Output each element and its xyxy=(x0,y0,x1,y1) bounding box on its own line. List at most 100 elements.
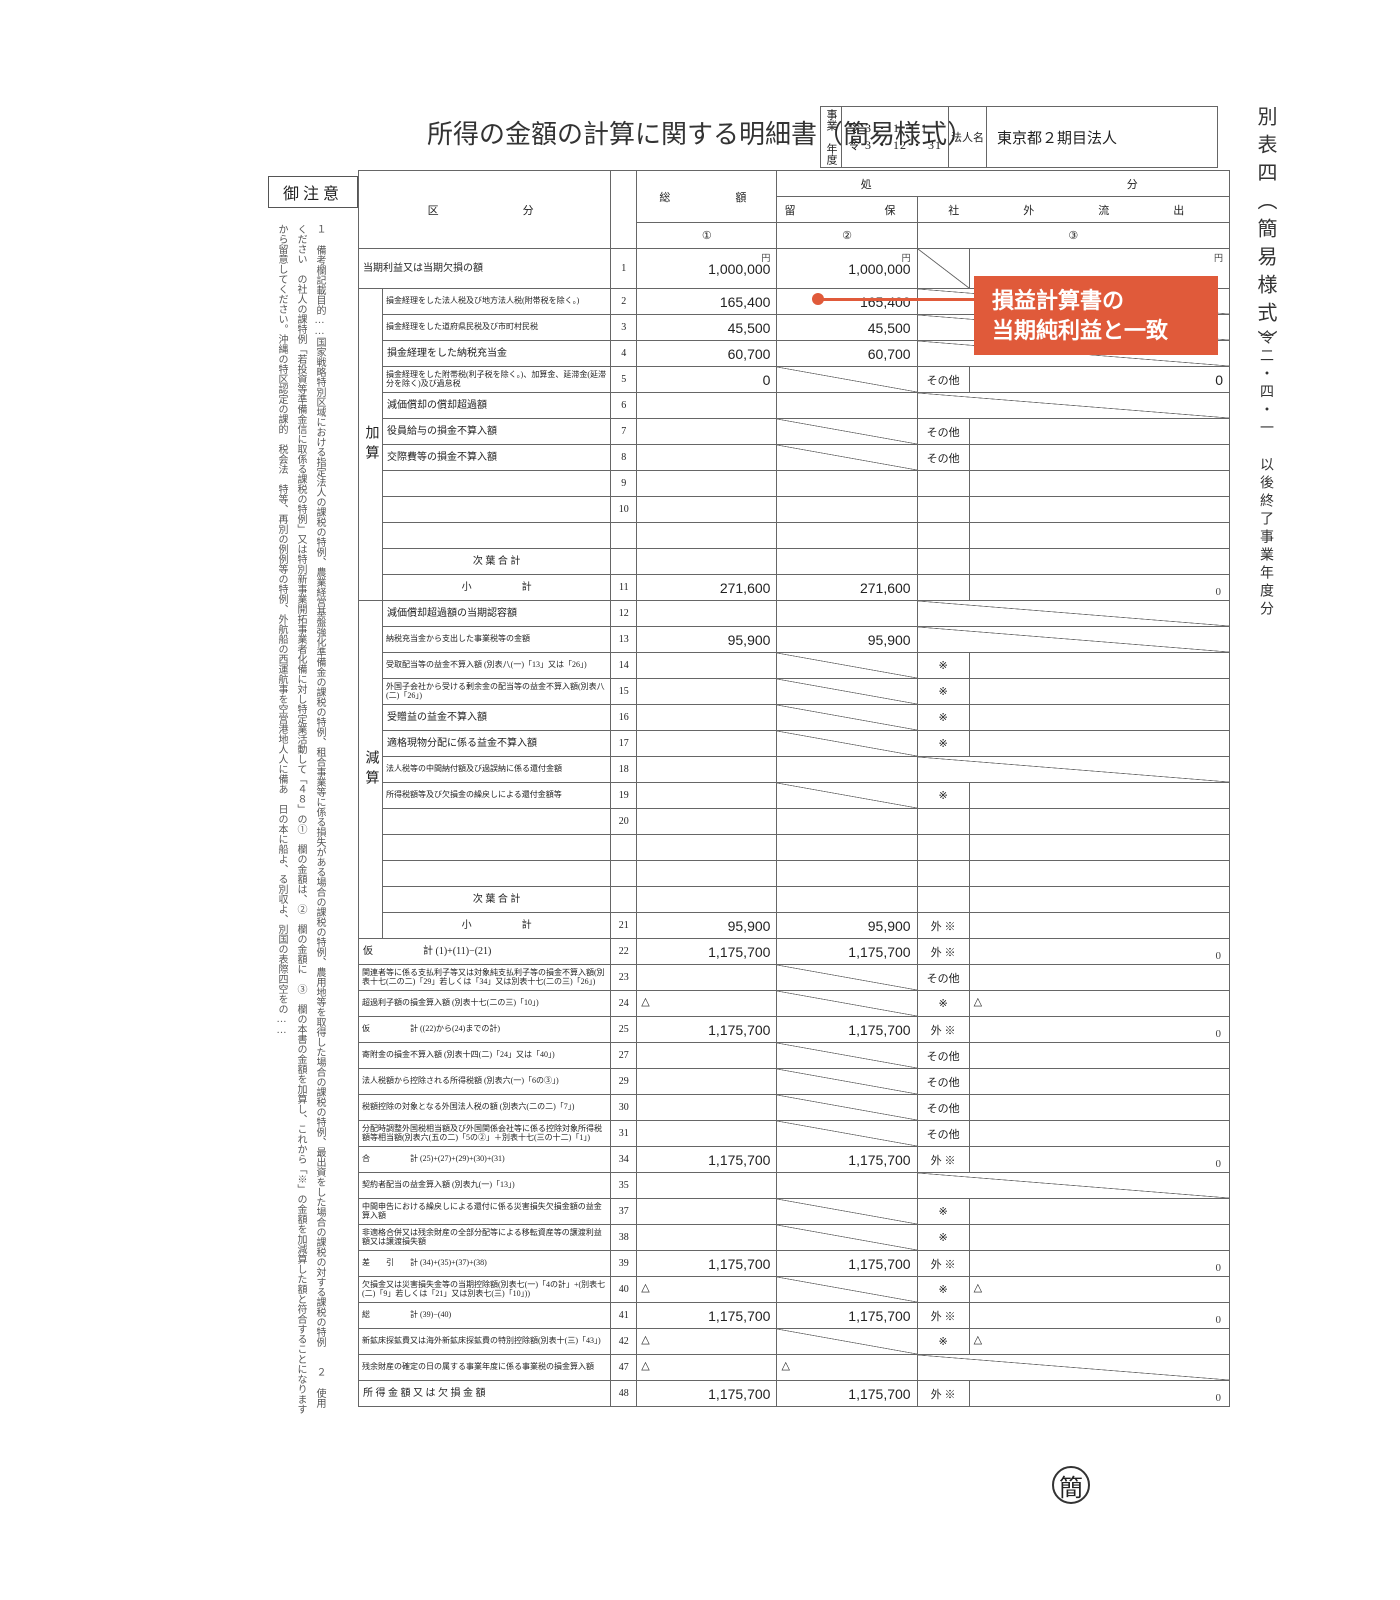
r41-desc: 総 計 (39)−(40) xyxy=(359,1303,611,1329)
r23-desc: 関連者等に係る支払利子等又は対象純支払利子等の損金不算入額(別表十七(二の二)「… xyxy=(359,965,611,991)
r34-m: 外 ※ xyxy=(917,1147,969,1173)
r39-m: 外 ※ xyxy=(917,1251,969,1277)
r4-a: 60,700 xyxy=(637,341,777,367)
cat-gen: 減算 xyxy=(359,601,383,939)
r13-desc: 納税充当金から支出した事業税等の金額 xyxy=(383,627,611,653)
r38-desc: 非適格合併又は残余財産の全部分配等による移転資産等の譲渡利益額又は譲渡損失額 xyxy=(359,1225,611,1251)
form-side-sub: 令二・四・一 以後終了事業年度分 xyxy=(1255,330,1275,619)
r19-desc: 所得税額等及び欠損金の繰戻しによる還付金額等 xyxy=(383,783,611,809)
r21-a: 95,900 xyxy=(637,913,777,939)
r39-b: 1,175,700 xyxy=(777,1251,917,1277)
r21-desc: 小 計 xyxy=(383,913,611,939)
hdr-sougaku: 総 額 xyxy=(637,171,777,223)
r4-b: 60,700 xyxy=(777,341,917,367)
r42-desc: 新鉱床探鉱費又は海外新鉱床探鉱費の特別控除額(別表十(三)「43」) xyxy=(359,1329,611,1355)
r18-desc: 法人税等の中間納付額及び過誤納に係る還付金額 xyxy=(383,757,611,783)
r17-m: ※ xyxy=(917,731,969,757)
r27-m: その他 xyxy=(917,1043,969,1069)
r3-a: 45,500 xyxy=(637,315,777,341)
cat-ka: 加算 xyxy=(359,289,383,601)
callout-l2: 当期純利益と一致 xyxy=(992,316,1168,346)
r17-desc: 適格現物分配に係る益金不算入額 xyxy=(383,731,611,757)
r47-desc: 残余財産の確定の日の属する事業年度に係る事業税の損金算入額 xyxy=(359,1355,611,1381)
r25-b: 1,175,700 xyxy=(777,1017,917,1043)
r3-desc: 損金経理をした道府県民税及び市町村民税 xyxy=(383,315,611,341)
r31-desc: 分配時調整外国税相当額及び外国関係会社等に係る控除対象所得税額等相当額(別表六(… xyxy=(359,1121,611,1147)
r4-desc: 損金経理をした納税充当金 xyxy=(383,341,611,367)
r2-b: 165,400 xyxy=(777,289,917,315)
r13-a: 95,900 xyxy=(637,627,777,653)
r8-sonota: その他 xyxy=(917,445,969,471)
r27-desc: 寄附金の損金不算入額 (別表十四(二)「24」又は「40」) xyxy=(359,1043,611,1069)
r25-a: 1,175,700 xyxy=(637,1017,777,1043)
callout-arrow xyxy=(814,298,974,301)
r34-b: 1,175,700 xyxy=(777,1147,917,1173)
r13-b: 95,900 xyxy=(777,627,917,653)
r5-a: 0 xyxy=(637,367,777,393)
hdr-shagai: 社 外 流 出 xyxy=(917,197,1229,223)
r15-m: ※ xyxy=(917,679,969,705)
r48-a: 1,175,700 xyxy=(637,1381,777,1407)
r11-desc: 小 計 xyxy=(383,575,611,601)
r37-desc: 中間申告における繰戻しによる還付に係る災害損失欠損金額の益金算入額 xyxy=(359,1199,611,1225)
r42-m: ※ xyxy=(917,1329,969,1355)
hdr-c2: ② xyxy=(777,223,917,249)
r21-m: 外 ※ xyxy=(917,913,969,939)
top-meta: 事業 年度 令 3 ・ 1 ・ 1 令 3 ・ 12 ・ 31 法人名 東京都２… xyxy=(820,106,1218,168)
r41-b: 1,175,700 xyxy=(777,1303,917,1329)
r19-m: ※ xyxy=(917,783,969,809)
r29-m: その他 xyxy=(917,1069,969,1095)
caution-box: 御注意 xyxy=(268,176,358,208)
r2-a: 165,400 xyxy=(637,289,777,315)
period-label: 事業 年度 xyxy=(821,107,842,167)
r22-desc: 仮 計 (1)+(11)−(21) xyxy=(359,939,611,965)
r25-desc: 仮 計 ((22)から(24)までの計) xyxy=(359,1017,611,1043)
r34-desc: 合 計 (25)+(27)+(29)+(30)+(31) xyxy=(359,1147,611,1173)
r14-m: ※ xyxy=(917,653,969,679)
r23-m: その他 xyxy=(917,965,969,991)
r22-a: 1,175,700 xyxy=(637,939,777,965)
r1-a: 円1,000,000 xyxy=(637,249,777,289)
form-side-title: 別表四（簡易様式） xyxy=(1251,106,1280,358)
r29-desc: 法人税額から控除される所得税額 (別表六(一)「6の③」) xyxy=(359,1069,611,1095)
r48-b: 1,175,700 xyxy=(777,1381,917,1407)
r34-a: 1,175,700 xyxy=(637,1147,777,1173)
r1-b: 円1,000,000 xyxy=(777,249,917,289)
r5-sonota: その他 xyxy=(917,367,969,393)
main-table: 区 分 総 額 処 分 留 保 社 外 流 出 ① ② ③ 当期利益又は当期欠損… xyxy=(358,170,1230,1407)
callout-box: 損益計算書の 当期純利益と一致 xyxy=(974,276,1218,355)
r48-m: 外 ※ xyxy=(917,1381,969,1407)
r5-c: 0 xyxy=(969,367,1229,393)
r39-a: 1,175,700 xyxy=(637,1251,777,1277)
r21-b: 95,900 xyxy=(777,913,917,939)
r6-desc: 減価償却の償却超過額 xyxy=(383,393,611,419)
r11-a: 271,600 xyxy=(637,575,777,601)
footer-mark: 簡 xyxy=(1052,1466,1090,1504)
r22-m: 外 ※ xyxy=(917,939,969,965)
r15-desc: 外国子会社から受ける剰余金の配当等の益金不算入額(別表八(二)「26」) xyxy=(383,679,611,705)
period-dates: 令 3 ・ 1 ・ 1 令 3 ・ 12 ・ 31 xyxy=(842,107,949,167)
r12-desc: 減価償却超過額の当期認容額 xyxy=(383,601,611,627)
period-from: 令 3 ・ 1 ・ 1 xyxy=(848,120,942,137)
hdr-ryuho: 留 保 xyxy=(777,197,917,223)
r48-desc: 所 得 金 額 又 は 欠 損 金 額 xyxy=(359,1381,611,1407)
callout-l1: 損益計算書の xyxy=(992,286,1168,316)
r40-m: ※ xyxy=(917,1277,969,1303)
r35-desc: 契約者配当の益金算入額 (別表九(一)「13」) xyxy=(359,1173,611,1199)
r40-desc: 欠損金又は災害損失金等の当期控除額(別表七(一)「4の計」+(別表七(二)「9」… xyxy=(359,1277,611,1303)
r39-desc: 差 引 計 (34)+(35)+(37)+(38) xyxy=(359,1251,611,1277)
hdr-c3: ③ xyxy=(917,223,1229,249)
r30-m: その他 xyxy=(917,1095,969,1121)
r5-desc: 損金経理をした附帯税(利子税を除く。)、加算金、延滞金(延滞分を除く)及び過怠税 xyxy=(383,367,611,393)
side-notes: １ 備考欄記載目的……国家戦略特別区域における指定法人の課税の特例、農業経営基盤… xyxy=(272,224,329,1414)
r37-m: ※ xyxy=(917,1199,969,1225)
ka-subtot: 次 葉 合 計 xyxy=(383,549,611,575)
r7-sonota: その他 xyxy=(917,419,969,445)
r14-desc: 受取配当等の益金不算入額 (別表八(一)「13」又は「26」) xyxy=(383,653,611,679)
r16-m: ※ xyxy=(917,705,969,731)
r25-m: 外 ※ xyxy=(917,1017,969,1043)
r7-desc: 役員給与の損金不算入額 xyxy=(383,419,611,445)
r38-m: ※ xyxy=(917,1225,969,1251)
r11-b: 271,600 xyxy=(777,575,917,601)
corp-name: 東京都２期目法人 xyxy=(987,107,1217,167)
